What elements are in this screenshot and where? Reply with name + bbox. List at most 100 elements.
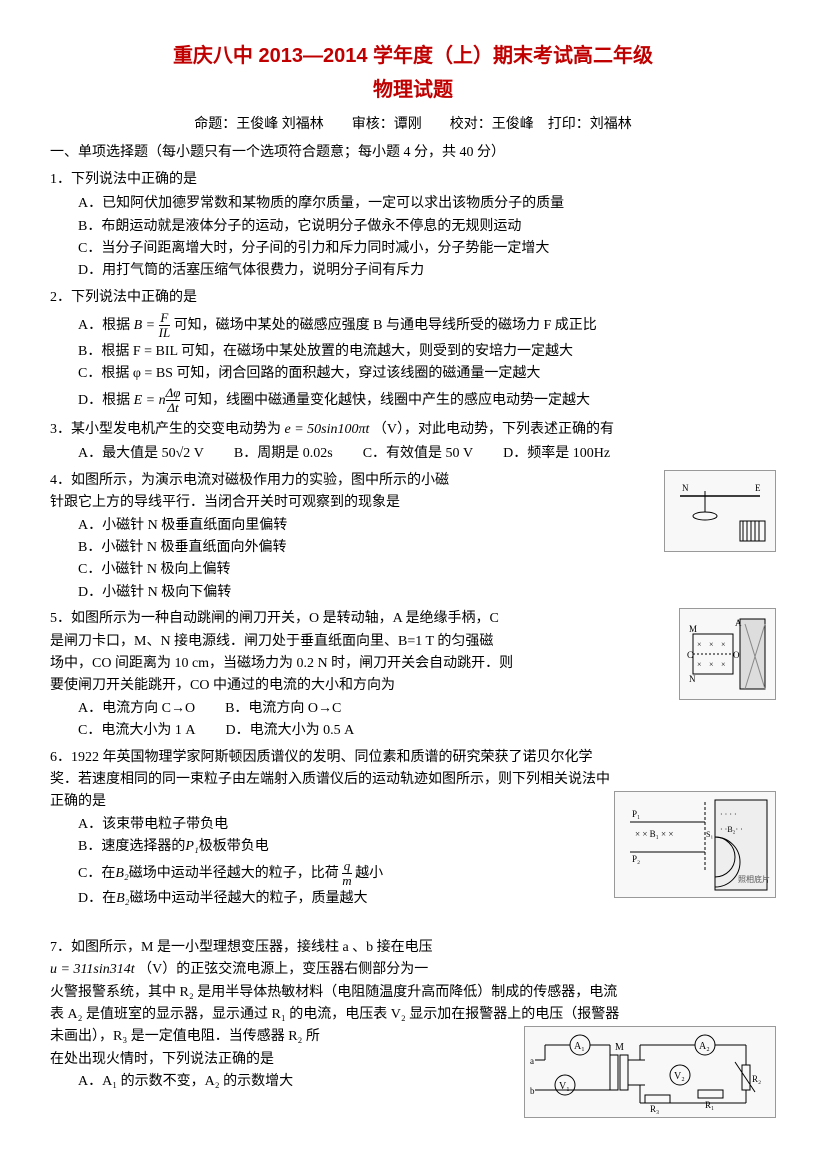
q1-text: 1．下列说法中正确的是 [50,169,776,191]
q1-option-c: C．当分子间距离增大时，分子间的引力和斥力同时减小，分子势能一定增大 [50,238,776,260]
q5-figure: × × × × × × A M N O C [679,608,776,700]
q2-option-c: C．根据 φ = BS 可知，闭合回路的面积越大，穿过该线圈的磁通量一定越大 [50,363,776,385]
svg-text:×: × [721,640,726,649]
svg-text:S₁: S₁ [706,830,713,839]
q7-text2-post: （V）的正弦交流电源上，变压器右侧部分为一 [138,962,428,977]
q6-text2: 奖．若速度相同的同一束粒子由左端射入质谱仪后的运动轨迹如图所示，则下列相关说法中 [50,769,776,791]
svg-text:· · · ·: · · · · [720,810,737,819]
question-3: 3．某小型发电机产生的交变电动势为 e = 50sin100πt （V），对此电… [50,419,776,466]
q6-text1: 6．1922 年英国物理学家阿斯顿因质谱仪的发明、同位素和质谱的研究荣获了诺贝尔… [50,747,776,769]
q5-options-row2: C．电流大小为 1 A D．电流大小为 0.5 A [50,720,776,742]
q3-text: 3．某小型发电机产生的交变电动势为 e = 50sin100πt （V），对此电… [50,419,776,441]
q2-option-b: B．根据 F = BIL 可知，在磁场中某处放置的电流越大，则受到的安培力一定越… [50,341,776,363]
question-2: 2．下列说法中正确的是 A．根据 B = FIL 可知，磁场中某处的磁感应强度 … [50,287,776,415]
q3-option-b: B．周期是 0.02s [234,443,333,465]
q4-option-d: D．小磁针 N 极向下偏转 [50,582,776,604]
q4-figure: N E [664,470,776,552]
q6c-sub: B₂ [115,866,128,881]
q5-text1: 5．如图所示为一种自动跳闸的闸刀开关，O 是转动轴，A 是绝缘手柄，C [50,608,776,630]
q7-text1: 7．如图所示，M 是一小型理想变压器，接线柱 a 、b 接在电压 [50,937,776,959]
svg-text:C: C [687,650,693,660]
q2-option-a: A．根据 B = FIL 可知，磁场中某处的磁感应强度 B 与通电导线所受的磁场… [50,311,776,341]
q5-text2: 是闸刀卡口，M、N 接电源线．闸刀处于垂直纸面向里、B=1 T 的匀强磁 [50,631,776,653]
q6b-sub: P₁ [185,839,198,854]
svg-text:× × B₁ × ×: × × B₁ × × [635,829,673,839]
q1-option-b: B．布朗运动就是液体分子的运动，它说明分子做永不停息的无规则运动 [50,216,776,238]
q7-figure: A₁ V₁ M a b R₃ V₂ A₂ R₁ [524,1026,776,1118]
q7-formula: u = 311sin314t [50,962,135,977]
q3-formula: e = 50sin100πt [285,422,370,437]
svg-text:O: O [733,650,740,660]
svg-text:×: × [709,660,714,669]
q5-option-d: D．电流大小为 0.5 A [225,720,354,742]
q2d-formula: E = n [134,393,166,408]
svg-text:P₁: P₁ [632,809,640,819]
svg-text:×: × [697,660,702,669]
q3-option-a: A．最大值是 50√2 V [78,443,204,465]
svg-text:N: N [689,674,696,684]
q2a-formula: B = [134,318,159,333]
svg-text:照相底片: 照相底片 [738,874,770,884]
q7-text2: u = 311sin314t （V）的正弦交流电源上，变压器右侧部分为一 [50,959,776,981]
q3-post: （V），对此电动势，下列表述正确的有 [373,422,614,437]
svg-text:A: A [735,618,742,628]
svg-text:M: M [615,1042,624,1053]
q3-option-c: C．有效值是 50 V [363,443,473,465]
svg-text:R₂: R₂ [752,1074,761,1084]
q6c-post: 越小 [355,866,383,881]
q5-option-a: A．电流方向 C→O [78,698,195,720]
q2d-frac: ΔφΔt [166,386,181,416]
question-1: 1．下列说法中正确的是 A．已知阿伏加德罗常数和某物质的摩尔质量，一定可以求出该… [50,169,776,283]
q6b-pre: B．速度选择器的 [78,839,185,854]
q5-text3: 场中，CO 间距离为 10 cm，当磁场力为 0.2 N 时，闸刀开关会自动跳开… [50,653,776,675]
transformer-circuit-icon: A₁ V₁ M a b R₃ V₂ A₂ R₁ [530,1030,770,1115]
q2-option-d: D．根据 E = nΔφΔt 可知，线圈中磁通量变化越快，线圈中产生的感应电动势… [50,386,776,416]
q7-text3: 火警报警系统，其中 R₂ 是用半导体热敏材料（电阻随温度升高而降低）制成的传感器… [50,982,776,1004]
q2d-pre: D．根据 [78,393,130,408]
q6c-pre: C．在 [78,866,115,881]
svg-text:R₃: R₃ [650,1104,659,1114]
q3-options: A．最大值是 50√2 V B．周期是 0.02s C．有效值是 50 V D．… [50,443,776,465]
question-4: N E 4．如图所示，为演示电流对磁极作用力的实验，图中所示的小磁 针跟它上方的… [50,470,776,604]
q3-option-d: D．频率是 100Hz [503,443,610,465]
q6c-frac: qm [342,859,351,889]
q2a-post: 可知，磁场中某处的磁感应强度 B 与通电导线所受的磁场力 F 成正比 [174,318,597,333]
q5-options-row1: A．电流方向 C→O B．电流方向 O→C [50,698,671,720]
q1-option-a: A．已知阿伏加德罗常数和某物质的摩尔质量，一定可以求出该物质分子的质量 [50,193,776,215]
svg-text:E: E [755,483,761,493]
q6d-sub: B₂ [116,891,129,906]
svg-text:M: M [689,624,697,634]
q6b-post: 极板带负电 [199,839,269,854]
svg-text:b: b [530,1086,535,1096]
switch-icon: × × × × × × A M N O C [685,614,770,694]
q6d-pre: D．在 [78,891,116,906]
section-1-header: 一、单项选择题（每小题只有一个选项符合题意；每小题 4 分，共 40 分） [50,142,776,164]
q2d-post: 可知，线圈中磁通量变化越快，线圈中产生的感应电动势一定越大 [184,393,590,408]
svg-text:V₂: V₂ [674,1071,685,1082]
q6c-mid: 磁场中运动半径越大的粒子，比荷 [129,866,339,881]
svg-text:A₁: A₁ [574,1041,585,1052]
q6d-post: 磁场中运动半径越大的粒子，质量越大 [130,891,368,906]
magnet-experiment-icon: N E [670,476,770,546]
svg-text:P₂: P₂ [632,854,640,864]
question-5: × × × × × × A M N O C 5．如图所示为一种自动跳闸的闸刀开关… [50,608,776,742]
doc-title-line1: 重庆八中 2013—2014 学年度（上）期末考试高二年级 [50,40,776,72]
q6-figure: × × B₁ × × S₁ P₁ P₂ · · · · · ·B₂· · 照相底… [614,791,776,898]
svg-text:×: × [709,640,714,649]
q2a-pre: A．根据 [78,318,130,333]
q4-option-c: C．小磁针 N 极向上偏转 [50,559,776,581]
q5-text4: 要使闸刀开关能跳开，CO 中通过的电流的大小和方向为 [50,675,776,697]
svg-text:A₂: A₂ [699,1041,710,1052]
question-7: 7．如图所示，M 是一小型理想变压器，接线柱 a 、b 接在电压 u = 311… [50,937,776,1123]
mass-spectrometer-icon: × × B₁ × × S₁ P₁ P₂ · · · · · ·B₂· · 照相底… [620,797,770,892]
question-6: 6．1922 年英国物理学家阿斯顿因质谱仪的发明、同位素和质谱的研究荣获了诺贝尔… [50,747,776,911]
q7-text4: 表 A₂ 是值班室的显示器，显示通过 R₁ 的电流，电压表 V₂ 显示加在报警器… [50,1004,776,1026]
svg-text:a: a [530,1056,534,1066]
q3-pre: 3．某小型发电机产生的交变电动势为 [50,422,281,437]
authors-line: 命题：王俊峰 刘福林 审核：谭刚 校对：王俊峰 打印：刘福林 [50,114,776,136]
svg-text:N: N [682,483,689,493]
q5-option-b: B．电流方向 O→C [225,698,341,720]
q2-text: 2．下列说法中正确的是 [50,287,776,309]
q2a-frac: FIL [159,311,171,341]
doc-title-line2: 物理试题 [50,74,776,106]
